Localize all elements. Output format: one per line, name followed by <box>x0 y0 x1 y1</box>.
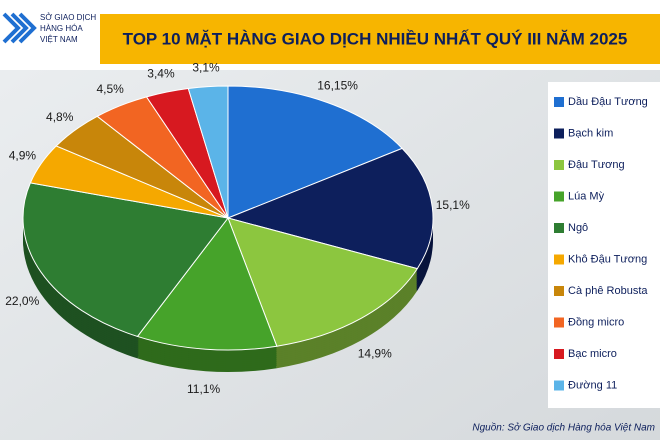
logo-text: HÀNG HÓA <box>40 24 83 33</box>
legend-label: Ngô <box>568 222 588 234</box>
value-label: 14,9% <box>358 346 392 360</box>
logo-text: SỞ GIAO DỊCH <box>40 13 96 22</box>
legend-swatch <box>554 286 564 296</box>
logo-mark <box>2 12 37 44</box>
legend-swatch <box>554 191 564 202</box>
title-banner <box>100 14 660 64</box>
legend-swatch <box>554 128 564 139</box>
logo-text: VIỆT NAM <box>40 35 78 44</box>
legend-swatch <box>554 349 564 359</box>
pie-slice <box>227 217 419 347</box>
value-label: 4,5% <box>96 82 124 96</box>
pie-slice <box>187 85 229 219</box>
legend-label: Cà phê Robusta <box>568 285 648 297</box>
value-label: 16,15% <box>317 79 358 93</box>
legend-swatch <box>554 97 564 107</box>
legend-label: Bạch kim <box>568 127 613 139</box>
legend-label: Đồng micro <box>568 316 624 328</box>
value-label: 3,1% <box>192 60 220 74</box>
legend-box <box>548 82 660 408</box>
legend-label: Bạc micro <box>568 348 617 360</box>
value-label: 22,0% <box>5 294 39 308</box>
value-label: 15,1% <box>436 198 470 212</box>
legend-swatch <box>554 223 564 233</box>
chart-title: TOP 10 MẶT HÀNG GIAO DỊCH NHIỀU NHẤT QUÝ… <box>123 29 628 48</box>
legend-label: Đường 11 <box>568 379 617 391</box>
value-label: 4,9% <box>9 148 37 162</box>
legend-label: Khô Đậu Tương <box>568 253 647 265</box>
value-label: 4,8% <box>46 110 74 124</box>
pie-slice <box>226 147 434 270</box>
legend-swatch <box>554 254 564 265</box>
pie-slice <box>227 85 404 219</box>
legend-swatch <box>554 317 564 328</box>
value-label: 3,4% <box>147 66 175 80</box>
value-label: 11,1% <box>187 382 220 396</box>
legend-swatch <box>554 160 564 170</box>
legend-swatch <box>554 380 564 391</box>
legend-label: Lúa Mỳ <box>568 190 605 202</box>
legend-label: Dầu Đậu Tương <box>568 96 648 108</box>
pie-slice <box>22 182 229 338</box>
legend-label: Đậu Tương <box>568 159 625 171</box>
pie-slice <box>136 216 278 351</box>
source-note: Nguồn: Sở Giao dịch Hàng hóa Việt Nam <box>472 422 655 434</box>
